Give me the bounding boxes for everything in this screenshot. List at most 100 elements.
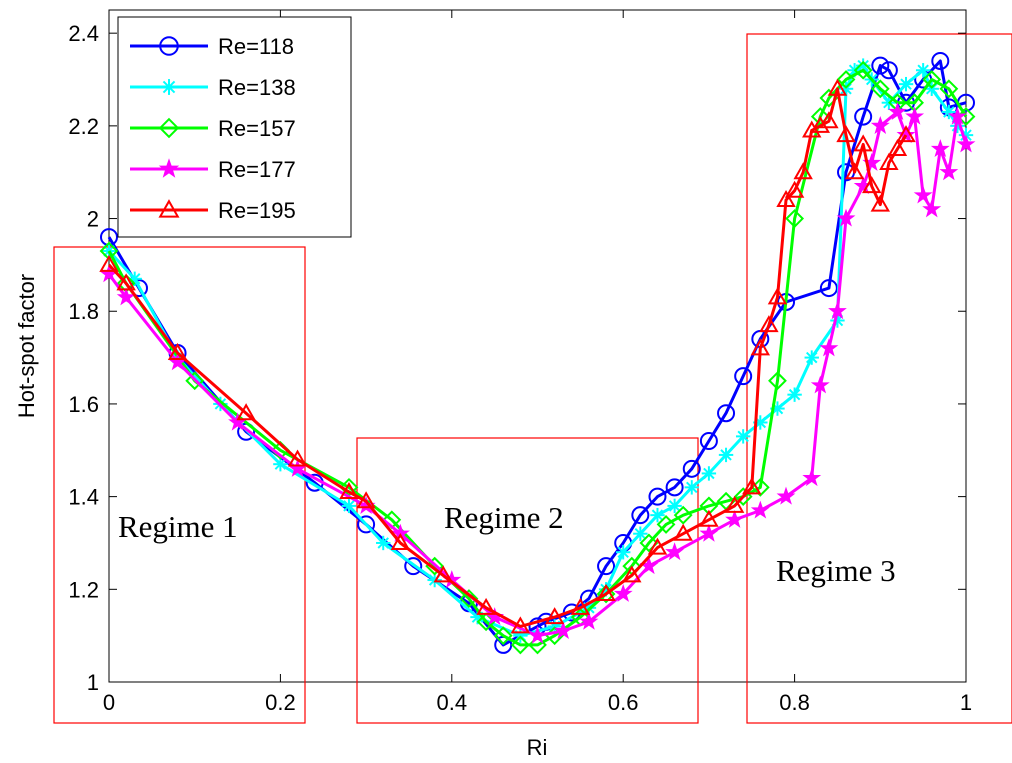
data-point-diamond — [922, 70, 942, 89]
data-point-circle — [357, 515, 376, 534]
data-point-circle — [819, 279, 838, 298]
data-point-diamond — [158, 117, 180, 139]
data-point-triangle — [570, 597, 591, 615]
x-tick-label: 1 — [960, 690, 972, 715]
y-tick-label: 2 — [87, 207, 99, 232]
data-point-circle — [879, 61, 898, 80]
data-point-triangle — [236, 403, 256, 421]
data-point-star — [905, 106, 925, 125]
series-re-177 — [99, 102, 976, 644]
data-point-triangle — [510, 616, 531, 634]
data-point-circle — [648, 487, 667, 506]
data-point-triangle — [836, 125, 856, 143]
data-point-circle — [699, 432, 718, 451]
data-point-triangle — [433, 565, 453, 583]
data-point-asterisk — [616, 545, 631, 560]
data-point-diamond — [639, 533, 659, 553]
data-point-triangle — [853, 134, 873, 152]
data-point-star — [528, 625, 547, 644]
data-point-star — [870, 116, 890, 134]
data-point-diamond — [99, 241, 119, 261]
data-point-star — [802, 468, 822, 487]
data-point-triangle — [339, 481, 359, 499]
data-point-diamond — [836, 70, 856, 89]
data-point-triangle — [647, 537, 668, 555]
regime-boxes — [53, 33, 1012, 724]
legend-item: Re=138 — [130, 75, 296, 100]
data-point-star — [819, 338, 839, 357]
data-point-circle — [931, 51, 950, 70]
data-point-triangle — [356, 491, 376, 509]
data-point-star — [930, 139, 950, 158]
data-point-triangle — [724, 495, 745, 513]
data-point-asterisk — [787, 387, 802, 402]
data-point-diamond — [870, 79, 890, 99]
y-axis-label: Hot-spot factor — [14, 274, 39, 418]
data-point-star — [913, 185, 933, 204]
data-point-triangle — [862, 176, 882, 194]
series-line — [107, 110, 968, 638]
data-point-triangle — [673, 523, 693, 541]
legend-item: Re=118 — [130, 34, 294, 59]
regime-3-box — [746, 33, 1012, 724]
data-point-triangle — [810, 115, 831, 133]
data-point-star — [828, 301, 847, 320]
data-point-asterisk — [915, 63, 931, 78]
data-point-star — [896, 125, 916, 144]
data-point-asterisk — [667, 498, 682, 514]
data-point-star — [888, 102, 907, 121]
data-point-triangle — [887, 139, 908, 157]
data-point-diamond — [939, 79, 959, 99]
data-point-diamond — [656, 515, 676, 534]
data-point-diamond — [459, 589, 479, 608]
x-tick-label: 0.6 — [608, 690, 639, 715]
data-point-diamond — [853, 60, 873, 80]
regime-1-label: Regime 1 — [118, 509, 238, 544]
data-point-star — [956, 134, 976, 153]
x-axis-ticks: 0 0.2 0.4 0.6 0.8 1 — [103, 10, 972, 715]
data-point-star — [922, 199, 942, 218]
data-point-star — [116, 287, 136, 306]
data-point-triangle — [287, 449, 308, 467]
data-point-asterisk — [633, 526, 648, 541]
y-tick-label: 1.8 — [68, 299, 99, 324]
x-tick-label: 0.4 — [437, 690, 468, 715]
data-point-star — [750, 500, 770, 519]
data-point-diamond — [699, 496, 719, 516]
data-point-diamond — [493, 626, 513, 646]
legend-label: Re=138 — [218, 75, 296, 100]
x-tick-label: 0.8 — [779, 690, 810, 715]
data-point-star — [665, 542, 685, 561]
y-tick-label: 1.6 — [68, 392, 99, 417]
data-point-triangle — [870, 194, 891, 212]
data-point-asterisk — [341, 498, 357, 514]
regime-2-label: Regime 2 — [444, 500, 564, 535]
data-point-triangle — [596, 583, 616, 601]
data-point-asterisk — [701, 466, 717, 481]
series-re-195 — [99, 78, 916, 634]
data-point-star — [390, 523, 410, 542]
data-point-star — [836, 208, 856, 227]
data-point-circle — [159, 36, 179, 56]
data-point-triangle — [827, 78, 848, 96]
data-point-triangle — [759, 315, 779, 333]
data-point-circle — [871, 56, 890, 75]
data-point-triangle — [544, 607, 565, 625]
data-point-triangle — [784, 180, 805, 198]
data-point-circle — [854, 107, 873, 126]
data-point-triangle — [390, 532, 411, 550]
data-point-asterisk — [718, 447, 734, 463]
data-point-circle — [597, 557, 616, 576]
data-point-star — [725, 509, 745, 528]
data-point-triangle — [699, 509, 719, 527]
data-point-star — [947, 106, 967, 125]
legend-item: Re=195 — [130, 198, 296, 223]
data-point-star — [699, 523, 719, 542]
legend-item: Re=157 — [130, 116, 296, 141]
y-tick-label: 2.4 — [68, 21, 99, 46]
data-point-circle — [631, 506, 650, 525]
legend-item: Re=177 — [130, 157, 296, 182]
y-tick-label: 1.4 — [68, 485, 99, 510]
data-point-asterisk — [650, 507, 665, 523]
